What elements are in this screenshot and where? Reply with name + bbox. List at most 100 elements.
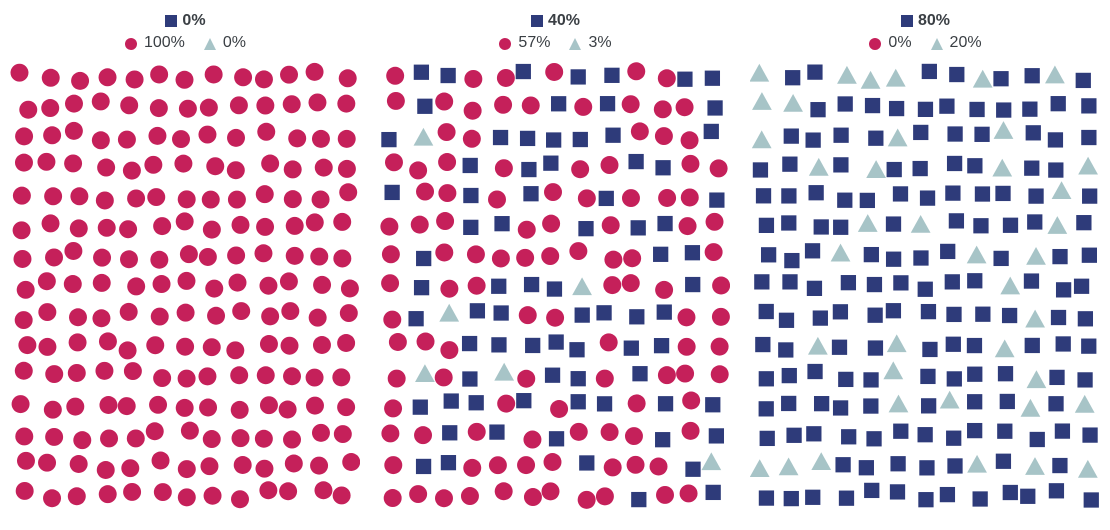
marker-circle [127, 189, 145, 207]
marker-circle [202, 190, 220, 208]
marker-circle [16, 482, 34, 500]
marker-circle [516, 249, 534, 267]
marker-square [806, 132, 821, 147]
marker-circle [380, 217, 398, 235]
marker-square [893, 186, 908, 201]
marker-circle [92, 131, 110, 149]
marker-square [1074, 278, 1089, 293]
marker-circle [283, 430, 301, 448]
marker-square [709, 192, 724, 207]
marker-circle [150, 251, 168, 269]
marker-square [993, 251, 1008, 266]
marker-square [1052, 458, 1067, 473]
marker-circle [42, 69, 60, 87]
marker-square [922, 64, 937, 79]
marker-circle [382, 245, 400, 263]
marker-circle [309, 308, 327, 326]
marker-circle [15, 127, 33, 145]
marker-circle [682, 422, 700, 440]
marker-square [863, 372, 878, 387]
marker-circle [463, 130, 481, 148]
marker-square [494, 216, 509, 231]
marker-square [867, 277, 882, 292]
marker-square [833, 157, 848, 172]
marker-circle [92, 309, 110, 327]
marker-square [1026, 125, 1041, 140]
marker-square [920, 369, 935, 384]
marker-triangle [1047, 216, 1067, 234]
marker-square [863, 398, 878, 413]
marker-square [571, 69, 586, 84]
marker-square [596, 305, 611, 320]
marker-square [1030, 432, 1045, 447]
marker-square [545, 367, 560, 382]
marker-circle [712, 276, 730, 294]
marker-square [837, 192, 852, 207]
marker-square [657, 304, 672, 319]
legend-0: 0% 100% 0% [124, 10, 246, 55]
marker-circle [381, 424, 399, 442]
marker-square [813, 310, 828, 325]
marker-square [523, 186, 538, 201]
legend-square-label: 40% [548, 10, 580, 32]
square-icon [530, 14, 544, 28]
marker-square [949, 67, 964, 82]
marker-circle [181, 421, 199, 439]
marker-triangle [995, 339, 1015, 357]
marker-circle [542, 482, 560, 500]
legend-circle-label: 57% [518, 32, 550, 54]
marker-square [784, 253, 799, 268]
marker-circle [284, 190, 302, 208]
circle-icon [124, 37, 138, 51]
marker-circle [440, 280, 458, 298]
marker-square [947, 126, 962, 141]
square-icon [164, 14, 178, 28]
marker-triangle [887, 334, 907, 352]
marker-square [921, 304, 936, 319]
marker-circle [306, 213, 324, 231]
marker-square [784, 128, 799, 143]
marker-circle [232, 429, 250, 447]
marker-circle [15, 362, 33, 380]
marker-circle [488, 190, 506, 208]
marker-square [864, 247, 879, 262]
marker-circle [544, 453, 562, 471]
marker-circle [38, 453, 56, 471]
marker-square [489, 424, 504, 439]
marker-circle [389, 333, 407, 351]
marker-square [974, 126, 989, 141]
marker-square [996, 453, 1011, 468]
marker-circle [44, 400, 62, 418]
legend-square-label: 0% [182, 10, 205, 32]
marker-circle [711, 337, 729, 355]
marker-circle [650, 457, 668, 475]
marker-circle [497, 69, 515, 87]
marker-circle [99, 332, 117, 350]
marker-square [967, 366, 982, 381]
panel-2: 80% 0% 20% [750, 10, 1100, 510]
marker-square [543, 155, 558, 170]
marker-circle [207, 307, 225, 325]
marker-circle [176, 71, 194, 89]
marker-square [967, 273, 982, 288]
marker-square [624, 340, 639, 355]
marker-circle [333, 486, 351, 504]
marker-square [967, 338, 982, 353]
marker-circle [174, 154, 192, 172]
marker-square [629, 309, 644, 324]
marker-circle [120, 96, 138, 114]
marker-circle [172, 130, 190, 148]
marker-square [967, 423, 982, 438]
marker-circle [604, 250, 622, 268]
marker-circle [257, 123, 275, 141]
marker-square [1076, 73, 1091, 88]
marker-triangle [1025, 309, 1045, 327]
marker-square [887, 162, 902, 177]
marker-square [657, 216, 672, 231]
marker-circle [710, 159, 728, 177]
marker-circle [255, 459, 273, 477]
marker-circle [64, 154, 82, 172]
marker-circle [285, 454, 303, 472]
marker-triangle [1021, 399, 1041, 417]
marker-circle [416, 182, 434, 200]
